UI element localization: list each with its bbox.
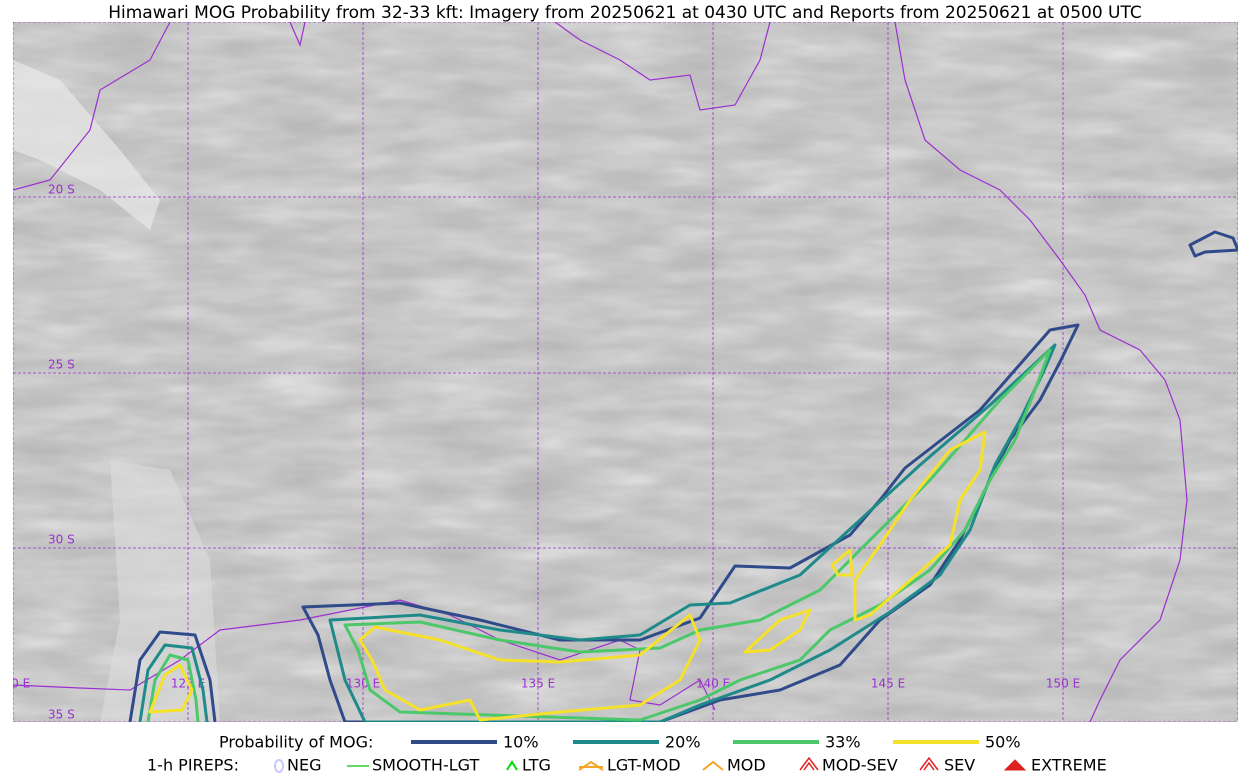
legend-item: 33% (825, 733, 861, 752)
legend-item: MOD (727, 756, 766, 775)
pirep-icon (1003, 759, 1027, 771)
latitude-label: 30 S (48, 533, 75, 547)
latitude-label: 35 S (48, 708, 75, 722)
legend-item: SMOOTH-LGT (372, 756, 479, 775)
legend-label: 1-h PIREPS: (147, 756, 239, 775)
legend-item: EXTREME (1031, 756, 1107, 775)
pirep-icon (578, 760, 604, 771)
pirep-icon (799, 756, 819, 771)
contour-20 (138, 643, 209, 722)
pirep-icon (919, 756, 939, 771)
cloud (13, 60, 160, 230)
legend-item: 50% (985, 733, 1021, 752)
pirep-icon (274, 759, 284, 773)
latitude-label: 20 S (48, 183, 75, 197)
contour-50 (148, 663, 194, 714)
contour-10 (128, 630, 217, 722)
cloud (100, 460, 220, 722)
legend-item: SEV (944, 756, 975, 775)
latitude-label: 25 S (48, 358, 75, 372)
longitude-label: 150 E (1046, 677, 1080, 691)
longitude-label: 145 E (871, 677, 905, 691)
pirep-icon (702, 760, 724, 771)
contour-10 (301, 323, 1080, 722)
legend-item: 10% (503, 733, 539, 752)
legend-item: 20% (665, 733, 701, 752)
longitude-label: 135 E (521, 677, 555, 691)
legend-item: LTG (522, 756, 551, 775)
legend-label: Probability of MOG: (219, 733, 373, 752)
pirep-icon (506, 760, 518, 771)
contour-50 (358, 430, 987, 722)
longitude-label: 140 E (696, 677, 730, 691)
longitude-label: 130 E (346, 677, 380, 691)
mog-contours (128, 230, 1238, 722)
legend: Probability of MOG: 10% 20% 33% 50% 1-h PIREP… (147, 733, 1107, 775)
longitude-label: 120 E (0, 677, 30, 691)
contour-33 (343, 348, 1052, 722)
legend-item: MOD-SEV (822, 756, 898, 775)
legend-item: NEG (287, 756, 321, 775)
satellite-texture (13, 22, 1238, 722)
title: Himawari MOG Probability from 32-33 kft:… (108, 3, 1142, 23)
contour-33 (146, 653, 200, 722)
legend-item: LGT-MOD (607, 756, 681, 775)
contour-10 (1188, 230, 1238, 258)
